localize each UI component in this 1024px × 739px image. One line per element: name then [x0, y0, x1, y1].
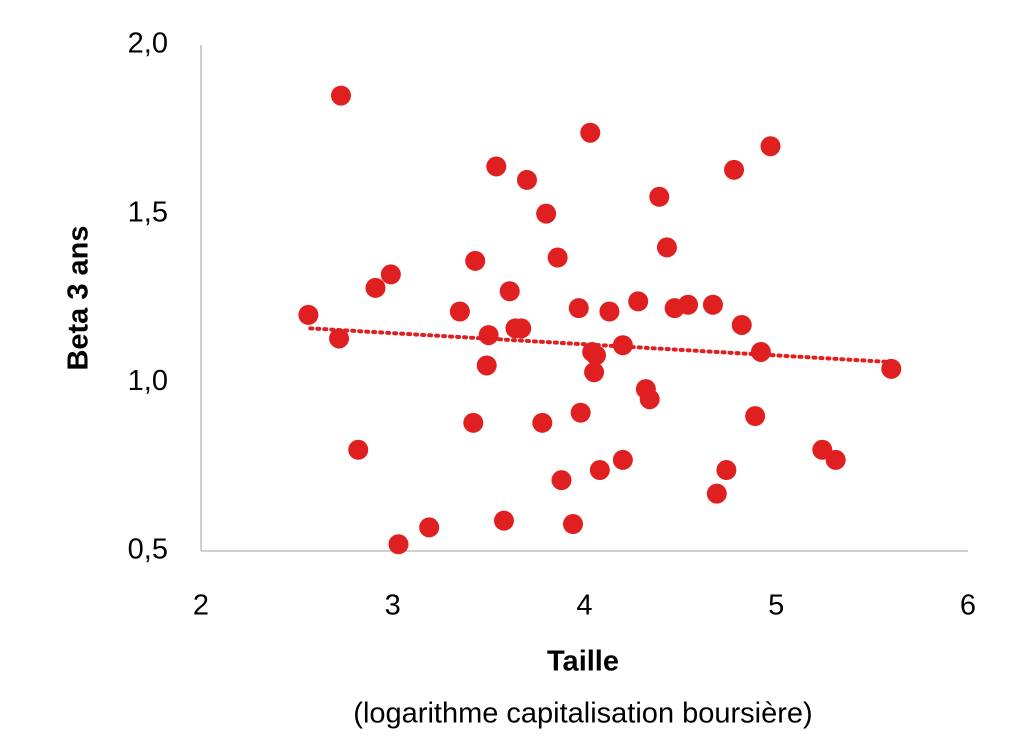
point	[628, 291, 649, 312]
point	[465, 250, 486, 271]
point	[570, 402, 591, 423]
point	[476, 355, 497, 376]
x-axis-subtitle: (logarithme capitalisation boursière)	[353, 698, 812, 730]
point	[568, 298, 589, 319]
point	[551, 470, 572, 491]
point	[678, 294, 699, 315]
y-tick-label: 0,5	[128, 534, 168, 566]
point	[724, 159, 745, 180]
point	[536, 203, 557, 224]
y-tick-label: 1,0	[128, 365, 168, 397]
point	[298, 304, 319, 325]
point	[380, 264, 401, 285]
y-tick-label: 1,5	[128, 196, 168, 228]
point	[562, 514, 583, 535]
point	[499, 281, 520, 302]
point	[547, 247, 568, 268]
point	[516, 169, 537, 190]
point	[511, 318, 532, 339]
x-tick-label: 6	[960, 590, 976, 622]
point	[348, 439, 369, 460]
x-tick-label: 2	[193, 590, 209, 622]
point	[825, 449, 846, 470]
point	[612, 335, 633, 356]
point	[330, 85, 351, 106]
point	[449, 301, 470, 322]
x-tick-label: 4	[576, 590, 592, 622]
point	[478, 325, 499, 346]
point	[745, 406, 766, 427]
point	[716, 460, 737, 481]
point	[329, 328, 350, 349]
point	[760, 136, 781, 157]
point	[750, 341, 771, 362]
y-axis-title: Beta 3 ans	[63, 225, 95, 370]
point	[706, 483, 727, 504]
point	[649, 186, 670, 207]
point	[365, 277, 386, 298]
point	[486, 156, 507, 177]
point	[702, 294, 723, 315]
point	[586, 345, 607, 366]
point	[639, 389, 660, 410]
point	[580, 122, 601, 143]
x-tick-label: 3	[385, 590, 401, 622]
point	[731, 314, 752, 335]
point	[589, 460, 610, 481]
point	[532, 412, 553, 433]
trendline	[308, 326, 894, 365]
point	[881, 358, 902, 379]
x-tick-label: 5	[768, 590, 784, 622]
point	[599, 301, 620, 322]
y-tick-label: 2,0	[128, 28, 168, 60]
point	[463, 412, 484, 433]
point	[656, 237, 677, 258]
point	[612, 449, 633, 470]
point	[419, 517, 440, 538]
x-axis-title: Taille	[547, 646, 619, 678]
point	[584, 362, 605, 383]
point	[493, 510, 514, 531]
point	[388, 534, 409, 555]
